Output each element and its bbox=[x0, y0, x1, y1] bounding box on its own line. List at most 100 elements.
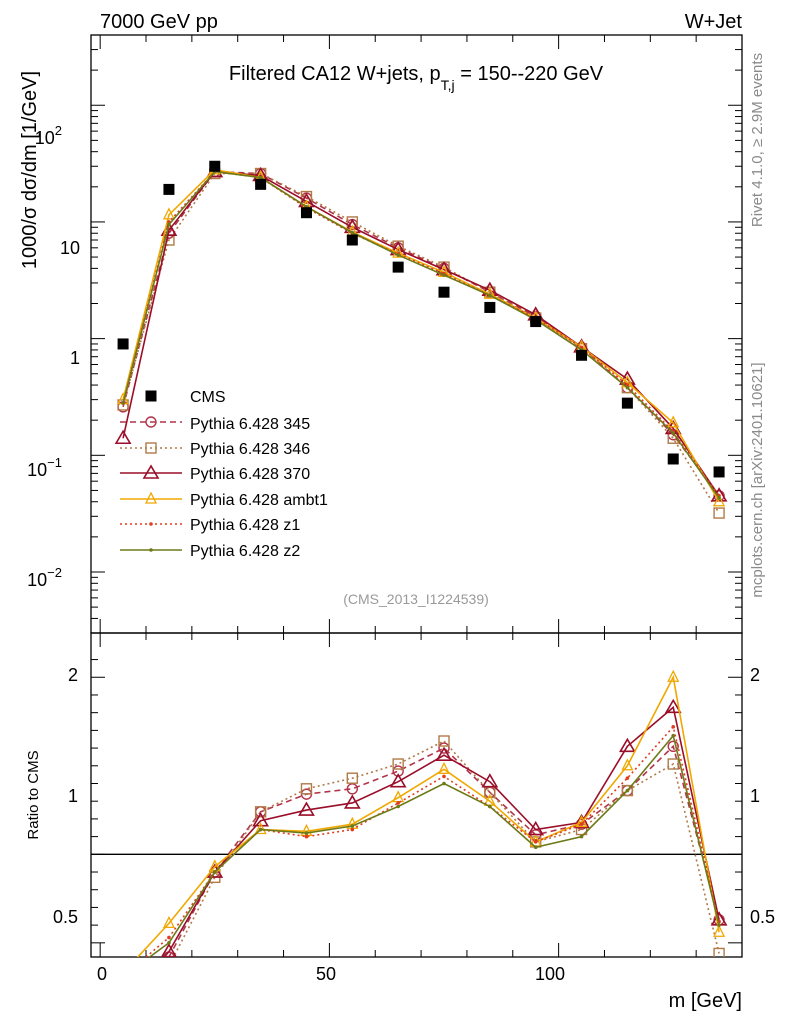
ratio-marker-5 bbox=[396, 804, 400, 809]
ratio-marker-5 bbox=[304, 831, 309, 835]
ratio-marker-2 bbox=[116, 996, 130, 1008]
data-point bbox=[621, 397, 633, 409]
ratio-marker-3 bbox=[437, 761, 451, 774]
ratio-marker-3 bbox=[621, 758, 634, 771]
data-point bbox=[484, 301, 496, 313]
series-marker-4 bbox=[483, 286, 496, 299]
data-point bbox=[163, 183, 175, 195]
ratio-marker-4 bbox=[442, 774, 446, 779]
ratio-marker-1 bbox=[621, 784, 634, 797]
ratio-marker-5 bbox=[717, 923, 721, 927]
legend-marker-4 bbox=[144, 491, 158, 504]
ratio-marker-5 bbox=[671, 733, 676, 738]
legend-label-1: Pythia 6.428 345 bbox=[190, 416, 310, 433]
series-line-2 bbox=[122, 172, 720, 514]
y-tick-labels: 10−2 10−1 1 10 102 bbox=[27, 123, 80, 590]
series-line-6 bbox=[122, 170, 720, 499]
ratio-marker-4 bbox=[396, 801, 400, 805]
data-point bbox=[209, 160, 221, 172]
ratio-marker-3 bbox=[118, 967, 128, 977]
ratio-marker-0 bbox=[667, 740, 679, 753]
legend: CMS Pythia 6.428 345 Pythia 6.428 346 Py… bbox=[190, 389, 328, 560]
ratio-marker-4 bbox=[121, 975, 125, 979]
ratio-marker-2 bbox=[389, 773, 407, 788]
legend-label-4: Pythia 6.428 ambt1 bbox=[190, 492, 328, 509]
legend-marker-3 bbox=[142, 464, 160, 479]
ratio-y-tick-0-5-left: 0.5 bbox=[53, 907, 78, 927]
ratio-marker-2 bbox=[343, 794, 361, 809]
ratio-line-5 bbox=[148, 733, 720, 957]
ratio-marker-1 bbox=[118, 973, 128, 983]
legend-marker-cms bbox=[145, 390, 157, 402]
x-axis-label: m [GeV] bbox=[669, 990, 742, 1012]
ratio-marker-5 bbox=[212, 870, 217, 874]
ratio-marker-5 bbox=[167, 941, 171, 945]
ratio-marker-1 bbox=[346, 772, 359, 784]
ratio-marker-5 bbox=[350, 824, 355, 828]
ratio-y-tick-labels: 0.5 1 2 0.5 1 2 bbox=[53, 665, 775, 927]
series-marker-4 bbox=[162, 207, 175, 220]
ratio-marker-2 bbox=[573, 813, 590, 829]
data-point bbox=[576, 349, 588, 361]
ratio-marker-3 bbox=[575, 814, 588, 828]
ratio-marker-2 bbox=[664, 698, 682, 714]
data-point bbox=[255, 178, 267, 190]
ratio-marker-5 bbox=[533, 845, 538, 850]
data-point bbox=[438, 286, 450, 298]
ratio-y-tick-1-left: 1 bbox=[68, 786, 78, 806]
ratio-marker-2 bbox=[481, 773, 499, 788]
ratio-marker-4 bbox=[350, 827, 355, 832]
y-axis-label: 1000/σ dσ/dm [1/GeV] bbox=[19, 71, 41, 269]
series-marker-6 bbox=[121, 401, 125, 405]
ratio-marker-3 bbox=[713, 924, 726, 937]
series-marker-4 bbox=[667, 415, 680, 428]
legend-marker-6 bbox=[149, 548, 153, 552]
ratio-marker-2 bbox=[435, 746, 453, 761]
series-marker-3 bbox=[114, 429, 132, 445]
ratio-line-1 bbox=[172, 740, 720, 957]
series-marker-6 bbox=[396, 253, 400, 257]
data-point bbox=[667, 453, 679, 465]
series-marker-6 bbox=[258, 175, 263, 180]
mcplots-label: mcplots.cern.ch [arXiv:2401.10621] bbox=[749, 362, 766, 597]
ratio-marker-5 bbox=[442, 781, 446, 786]
series-line-4 bbox=[122, 168, 720, 503]
y-tick-label-100: 102 bbox=[35, 123, 62, 148]
title-main: Filtered CA12 W+jets, p bbox=[229, 63, 441, 85]
ratio-line-0 bbox=[167, 744, 720, 957]
ratio-marker-5 bbox=[625, 788, 630, 793]
data-point bbox=[300, 207, 312, 219]
series-marker-2 bbox=[713, 507, 725, 519]
ratio-marker-2 bbox=[298, 801, 315, 816]
legend-marker-5 bbox=[149, 522, 153, 526]
legend-label-3: Pythia 6.428 370 bbox=[190, 466, 310, 483]
legend-label-6: Pythia 6.428 z2 bbox=[190, 543, 300, 560]
y-tick-label-10: 10 bbox=[60, 238, 80, 258]
analysis-id: (CMS_2013_I1224539) bbox=[343, 591, 489, 607]
ratio-marker-4 bbox=[167, 935, 171, 940]
series-marker-6 bbox=[717, 496, 721, 500]
header-left: 7000 GeV pp bbox=[100, 11, 218, 33]
series-marker-6 bbox=[625, 385, 630, 390]
series-marker-6 bbox=[442, 273, 446, 277]
ratio-marker-5 bbox=[258, 827, 263, 832]
ratio-marker-3 bbox=[162, 915, 175, 929]
ratio-marker-1 bbox=[164, 961, 174, 971]
ratio-marker-5 bbox=[121, 975, 125, 979]
ratio-marker-3 bbox=[254, 822, 267, 835]
data-point bbox=[117, 338, 129, 350]
ratio-marker-1 bbox=[667, 758, 679, 770]
ratio-marker-1 bbox=[254, 806, 267, 818]
plot-title: Filtered CA12 W+jets, pT,j = 150--220 Ge… bbox=[229, 63, 604, 93]
ratio-marker-4 bbox=[579, 822, 584, 827]
x-tick-labels: 0 50 100 bbox=[97, 964, 565, 984]
ratio-marker-2 bbox=[160, 943, 178, 957]
ratio-y-tick-0-5-right: 0.5 bbox=[750, 907, 775, 927]
title-sub: T,j bbox=[441, 77, 455, 93]
ratio-marker-5 bbox=[488, 804, 492, 809]
x-tick-label-100: 100 bbox=[535, 964, 565, 984]
ratio-marker-4 bbox=[671, 725, 676, 729]
ratio-marker-5 bbox=[579, 834, 584, 839]
x-tick-label-50: 50 bbox=[316, 964, 336, 984]
y-tick-label-1e-2: 10−2 bbox=[27, 565, 62, 590]
